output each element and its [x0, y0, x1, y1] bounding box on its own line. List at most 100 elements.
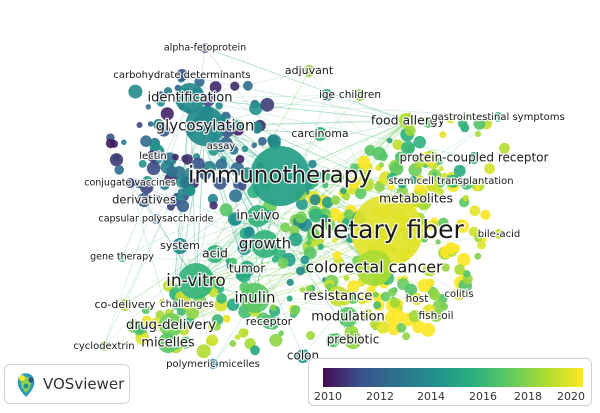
keyword-node[interactable] — [295, 266, 305, 276]
keyword-node[interactable] — [238, 328, 249, 338]
keyword-node[interactable] — [215, 101, 223, 110]
term-label-micelles[interactable]: micelles — [140, 334, 196, 352]
term-node-host[interactable] — [411, 293, 423, 305]
keyword-node[interactable] — [171, 298, 184, 310]
term-node-polymeric-micelles[interactable] — [208, 359, 218, 369]
keyword-node[interactable] — [267, 134, 279, 146]
keyword-node[interactable] — [349, 176, 361, 189]
keyword-node[interactable] — [228, 145, 239, 155]
term-label-resistance[interactable]: resistance — [302, 287, 374, 306]
keyword-node[interactable] — [213, 322, 221, 331]
keyword-node[interactable] — [230, 214, 242, 226]
keyword-node[interactable] — [380, 291, 391, 302]
keyword-node[interactable] — [362, 309, 374, 321]
keyword-node[interactable] — [146, 161, 161, 176]
keyword-node[interactable] — [413, 135, 427, 149]
keyword-node[interactable] — [469, 205, 481, 217]
keyword-node[interactable] — [209, 81, 222, 93]
term-label-gene-therapy[interactable]: gene therapy — [89, 250, 156, 264]
keyword-node[interactable] — [499, 142, 510, 154]
term-node-carbohydrate-determinants[interactable] — [176, 69, 188, 81]
keyword-node[interactable] — [322, 182, 329, 189]
keyword-node[interactable] — [229, 189, 243, 203]
term-node-identification[interactable] — [175, 83, 205, 113]
term-label-growth[interactable]: growth — [238, 233, 293, 254]
keyword-node[interactable] — [422, 263, 437, 277]
keyword-node[interactable] — [196, 344, 211, 359]
term-label-children[interactable]: children — [338, 88, 383, 103]
term-node-assay[interactable] — [215, 140, 227, 152]
keyword-node[interactable] — [373, 301, 382, 310]
keyword-node[interactable] — [453, 164, 466, 177]
keyword-node[interactable] — [474, 234, 483, 243]
term-label-polymeric-micelles[interactable]: polymeric micelles — [165, 358, 261, 372]
keyword-node[interactable] — [135, 331, 149, 345]
keyword-node[interactable] — [364, 144, 376, 156]
keyword-node[interactable] — [121, 139, 127, 146]
keyword-node[interactable] — [136, 122, 143, 128]
keyword-node[interactable] — [147, 121, 154, 127]
keyword-node[interactable] — [414, 157, 425, 169]
term-label-in-vivo[interactable]: in-vivo — [235, 207, 281, 225]
term-node-lectin[interactable] — [147, 150, 159, 162]
term-label-in-vitro[interactable]: in-vitro — [165, 270, 227, 293]
keyword-node[interactable] — [269, 333, 283, 347]
keyword-node[interactable] — [475, 185, 481, 191]
keyword-node[interactable] — [194, 76, 205, 87]
keyword-node[interactable] — [179, 336, 192, 349]
term-label-challenges[interactable]: challenges — [159, 298, 215, 312]
term-label-prebiotic[interactable]: prebiotic — [325, 331, 380, 348]
term-label-glycosylation[interactable]: glycosylation — [154, 115, 255, 136]
keyword-node[interactable] — [396, 322, 407, 333]
term-label-carbohydrate-determinants[interactable]: carbohydrate determinants — [112, 69, 252, 83]
keyword-node[interactable] — [431, 171, 437, 177]
keyword-node[interactable] — [229, 340, 237, 347]
term-label-ige[interactable]: ige — [318, 88, 337, 103]
keyword-node[interactable] — [296, 198, 308, 211]
keyword-node[interactable] — [235, 154, 245, 164]
term-node-colitis[interactable] — [453, 288, 465, 300]
keyword-node[interactable] — [435, 239, 441, 245]
keyword-node[interactable] — [417, 278, 432, 293]
keyword-node[interactable] — [128, 84, 143, 99]
term-label-identification[interactable]: identification — [146, 89, 234, 107]
term-node-acid[interactable] — [206, 245, 224, 263]
keyword-node[interactable] — [332, 251, 342, 260]
keyword-node[interactable] — [389, 161, 404, 176]
keyword-node[interactable] — [446, 114, 456, 124]
term-node-conjugate-vaccines[interactable] — [125, 178, 135, 188]
keyword-node[interactable] — [180, 176, 193, 189]
keyword-node[interactable] — [141, 315, 152, 326]
vosviewer-logo[interactable]: VOSviewer — [4, 364, 130, 404]
term-label-tumor[interactable]: tumor — [228, 260, 267, 277]
term-label-carcinoma[interactable]: carcinoma — [290, 126, 350, 142]
term-label-lectin[interactable]: lectin — [138, 150, 168, 164]
keyword-node[interactable] — [333, 257, 345, 270]
term-node-in-vitro[interactable] — [178, 263, 214, 299]
keyword-node[interactable] — [176, 193, 184, 201]
keyword-node[interactable] — [425, 179, 439, 192]
keyword-node[interactable] — [455, 219, 469, 233]
keyword-node[interactable] — [463, 270, 471, 278]
keyword-node[interactable] — [444, 242, 458, 255]
term-label-capsular-polysaccharide[interactable]: capsular polysaccharide — [97, 212, 215, 226]
term-label-fish-oil[interactable]: fish-oil — [417, 309, 455, 324]
term-node-children[interactable] — [354, 89, 366, 101]
keyword-node[interactable] — [269, 304, 277, 312]
keyword-node[interactable] — [134, 323, 146, 335]
keyword-node[interactable] — [177, 188, 185, 195]
keyword-node[interactable] — [286, 278, 294, 286]
keyword-node[interactable] — [386, 137, 393, 144]
keyword-node[interactable] — [171, 283, 179, 291]
term-node-inulin[interactable] — [240, 283, 270, 313]
keyword-node[interactable] — [149, 141, 161, 153]
keyword-node[interactable] — [252, 124, 262, 134]
keyword-node[interactable] — [409, 176, 418, 185]
term-node-colorectal-cancer[interactable] — [356, 250, 392, 286]
keyword-node[interactable] — [438, 166, 444, 172]
term-node-drug-delivery[interactable] — [159, 313, 183, 337]
keyword-node[interactable] — [474, 252, 482, 260]
term-node-protein-coupled-receptor[interactable] — [468, 152, 480, 164]
keyword-node[interactable] — [216, 293, 227, 304]
